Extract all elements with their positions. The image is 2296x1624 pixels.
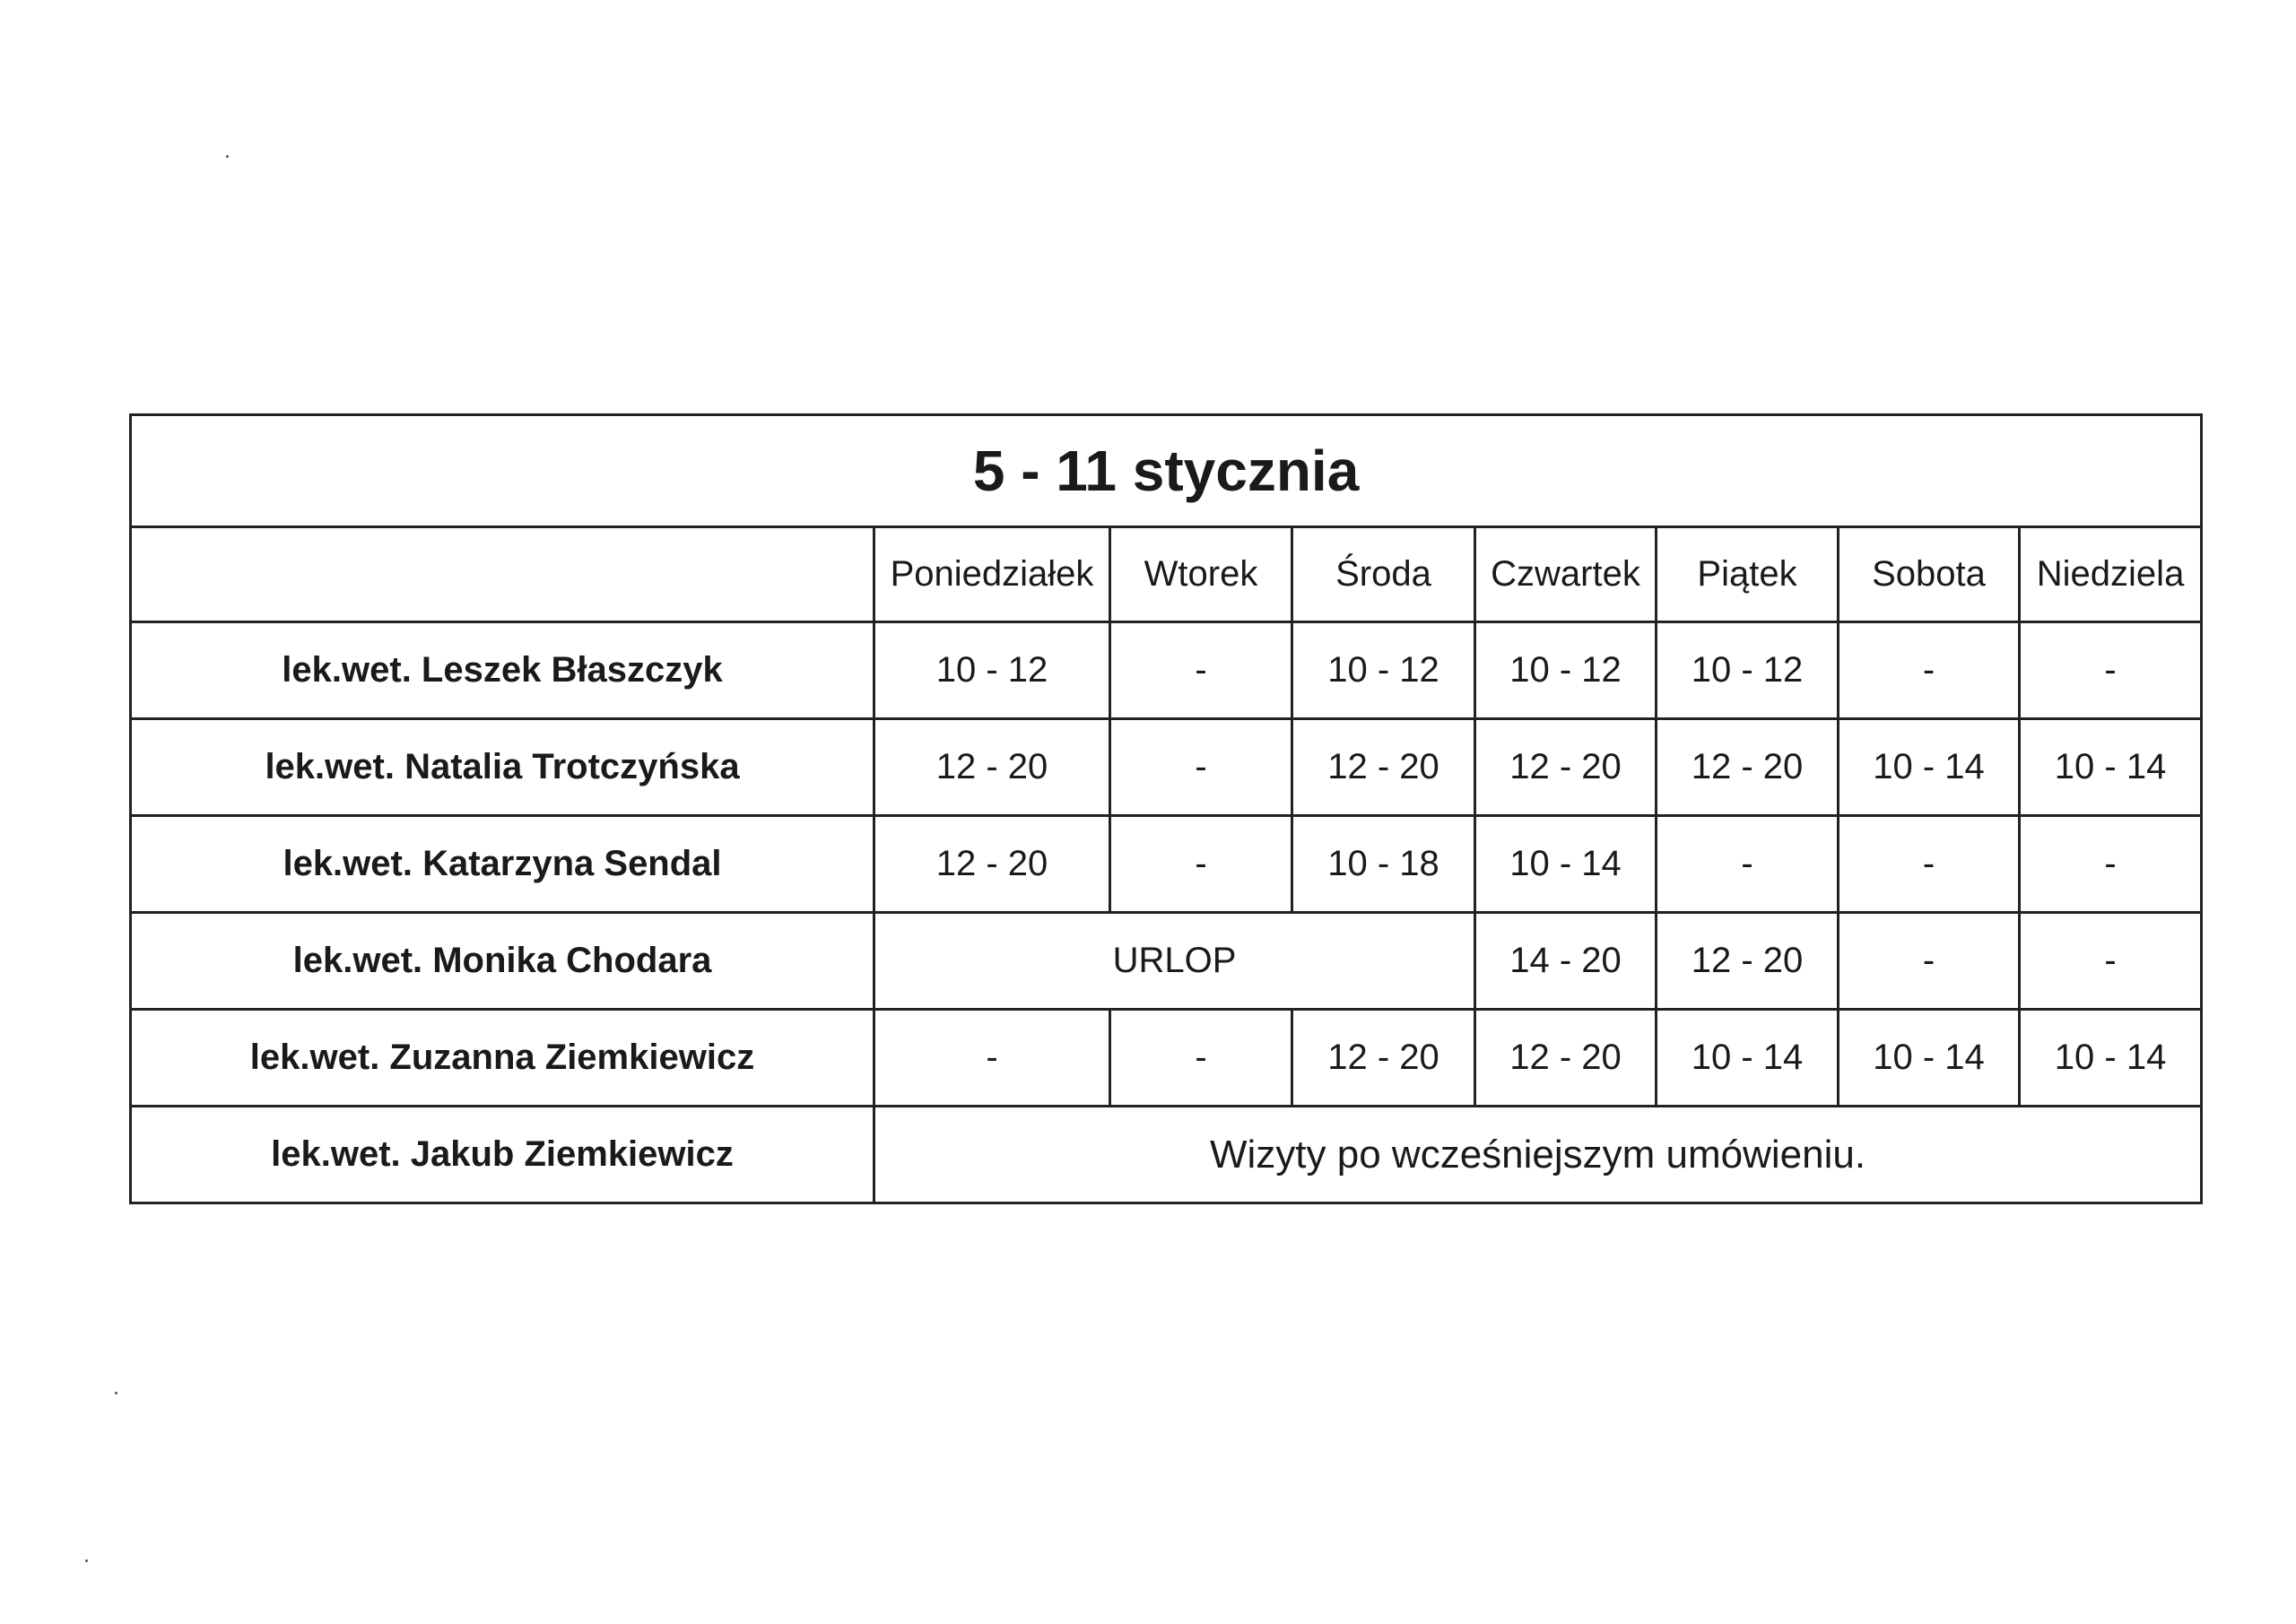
hours-cell: - bbox=[1837, 814, 2021, 914]
day-header-friday: Piątek bbox=[1655, 525, 1839, 623]
hours-cell: 10 - 14 bbox=[2017, 1008, 2204, 1107]
hours-cell: - bbox=[1109, 1008, 1293, 1107]
hours-cell: 10 - 12 bbox=[1291, 621, 1476, 720]
day-header-monday: Poniedziałek bbox=[873, 525, 1111, 623]
doctor-name: lek.wet. Katarzyna Sendal bbox=[129, 814, 875, 914]
hours-cell: - bbox=[2017, 814, 2204, 914]
hours-cell: 10 - 12 bbox=[1474, 621, 1657, 720]
hours-cell: 10 - 12 bbox=[873, 621, 1111, 720]
doctor-name: lek.wet. Leszek Błaszczyk bbox=[129, 621, 875, 720]
doctor-name: lek.wet. Natalia Trotczyńska bbox=[129, 717, 875, 817]
hours-cell: 12 - 20 bbox=[873, 717, 1111, 817]
doctor-name: lek.wet. Zuzanna Ziemkiewicz bbox=[129, 1008, 875, 1107]
hours-cell: 10 - 14 bbox=[1837, 1008, 2021, 1107]
day-header-saturday: Sobota bbox=[1837, 525, 2021, 623]
hours-cell: 12 - 20 bbox=[1474, 717, 1657, 817]
hours-cell: - bbox=[1837, 911, 2021, 1011]
hours-cell: 12 - 20 bbox=[1291, 1008, 1476, 1107]
table-row: lek.wet. Zuzanna Ziemkiewicz - - 12 - 20… bbox=[129, 1008, 2204, 1107]
table-row: lek.wet. Jakub Ziemkiewicz Wizyty po wcz… bbox=[129, 1105, 2204, 1204]
hours-cell: 12 - 20 bbox=[1291, 717, 1476, 817]
hours-cell: 10 - 18 bbox=[1291, 814, 1476, 914]
hours-cell: - bbox=[873, 1008, 1111, 1107]
hours-cell: - bbox=[2017, 621, 2204, 720]
day-header-wednesday: Środa bbox=[1291, 525, 1476, 623]
day-header-tuesday: Wtorek bbox=[1109, 525, 1293, 623]
hours-cell: - bbox=[1109, 621, 1293, 720]
leave-cell: URLOP bbox=[873, 911, 1476, 1011]
table-row: lek.wet. Leszek Błaszczyk 10 - 12 - 10 -… bbox=[129, 621, 2204, 720]
table-row: lek.wet. Monika Chodara URLOP 14 - 20 12… bbox=[129, 911, 2204, 1011]
hours-cell: 10 - 14 bbox=[1837, 717, 2021, 817]
day-header-sunday: Niedziela bbox=[2017, 525, 2204, 623]
hours-cell: - bbox=[1109, 814, 1293, 914]
hours-cell: 10 - 14 bbox=[2017, 717, 2204, 817]
scan-speck bbox=[115, 1392, 117, 1394]
hours-cell: - bbox=[1655, 814, 1839, 914]
hours-cell: - bbox=[1109, 717, 1293, 817]
hours-cell: 10 - 14 bbox=[1655, 1008, 1839, 1107]
scan-speck bbox=[226, 155, 229, 158]
corner-cell bbox=[129, 525, 875, 623]
doctor-name: lek.wet. Monika Chodara bbox=[129, 911, 875, 1011]
hours-cell: 12 - 20 bbox=[1655, 911, 1839, 1011]
hours-cell: 10 - 14 bbox=[1474, 814, 1657, 914]
scan-speck bbox=[85, 1559, 88, 1562]
hours-cell: 12 - 20 bbox=[873, 814, 1111, 914]
doctor-name: lek.wet. Jakub Ziemkiewicz bbox=[129, 1105, 875, 1204]
table-row: lek.wet. Natalia Trotczyńska 12 - 20 - 1… bbox=[129, 717, 2204, 817]
day-header-thursday: Czwartek bbox=[1474, 525, 1657, 623]
appointment-note: Wizyty po wcześniejszym umówieniu. bbox=[872, 1105, 2204, 1204]
hours-cell: 12 - 20 bbox=[1474, 1008, 1657, 1107]
hours-cell: - bbox=[1837, 621, 2021, 720]
schedule-table: 5 - 11 stycznia Poniedziałek Wtorek Środ… bbox=[128, 413, 2204, 1204]
table-row: lek.wet. Katarzyna Sendal 12 - 20 - 10 -… bbox=[129, 814, 2204, 914]
schedule-title: 5 - 11 stycznia bbox=[128, 413, 2204, 528]
hours-cell: 14 - 20 bbox=[1474, 911, 1657, 1011]
hours-cell: 12 - 20 bbox=[1655, 717, 1839, 817]
hours-cell: 10 - 12 bbox=[1655, 621, 1839, 720]
hours-cell: - bbox=[2017, 911, 2204, 1011]
